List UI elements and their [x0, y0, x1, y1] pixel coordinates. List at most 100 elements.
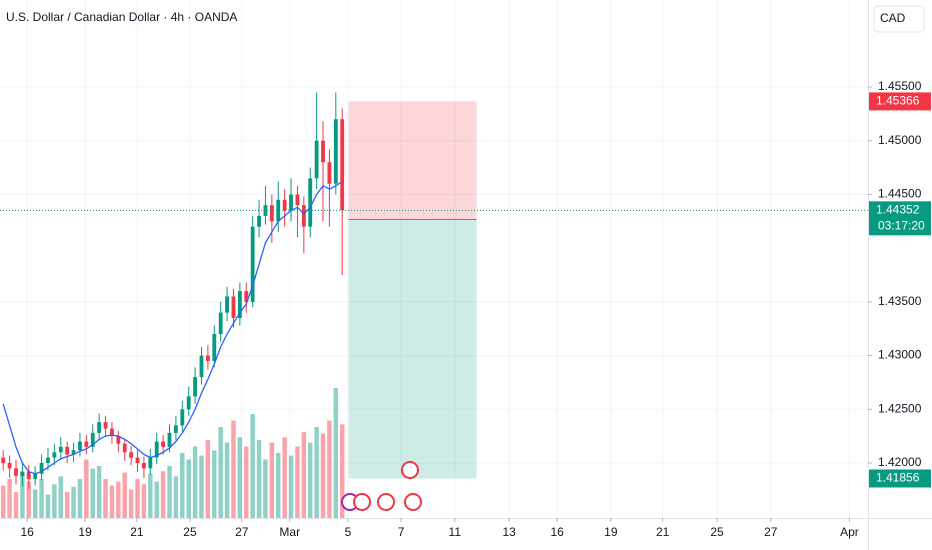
volume-bar — [231, 420, 236, 518]
y-tick-label: 1.42000 — [878, 455, 922, 469]
x-tick-label: 19 — [604, 525, 618, 539]
candle-body — [180, 409, 185, 426]
candle-body — [78, 441, 82, 451]
x-tick-label: 11 — [449, 525, 462, 539]
x-tick-label: Mar — [279, 525, 300, 539]
candle-body — [276, 199, 281, 222]
volume-bar — [7, 479, 12, 518]
candle-body — [71, 450, 76, 455]
last-price-badge — [869, 201, 931, 236]
candle-body — [225, 296, 229, 313]
volume-bar — [64, 492, 70, 518]
volume-bar — [301, 432, 307, 518]
candle-body — [295, 194, 300, 206]
y-tick-label: 1.43500 — [878, 294, 922, 308]
candle-body — [33, 473, 38, 480]
volume-bar — [295, 446, 300, 518]
volume-bar — [58, 476, 64, 518]
volume-bar — [333, 388, 339, 518]
candle-body — [327, 162, 332, 184]
candle-body — [84, 441, 89, 447]
volume-bar — [205, 440, 211, 518]
candle-body — [257, 215, 261, 227]
volume-bar — [96, 466, 102, 518]
y-tick-label: 1.44500 — [878, 187, 922, 201]
candle-body — [135, 457, 140, 463]
candle-body — [340, 119, 345, 211]
candle-body — [14, 468, 18, 476]
y-tick-label: 1.42500 — [878, 401, 922, 415]
volume-bar — [148, 473, 153, 518]
candle-body — [205, 355, 210, 361]
volume-bar — [32, 489, 38, 518]
volume-bar — [71, 486, 76, 518]
y-tick-label: 1.45000 — [878, 133, 922, 147]
candle-body — [167, 432, 172, 447]
volume-bar — [103, 479, 108, 518]
candle-body — [250, 226, 255, 302]
volume-bar — [192, 446, 198, 518]
x-tick-label: 25 — [710, 525, 724, 539]
volume-bar — [250, 414, 255, 518]
candle-body — [231, 296, 236, 318]
candle-body — [289, 194, 293, 211]
currency-button[interactable] — [873, 5, 925, 33]
volume-bar — [173, 476, 179, 518]
volume-bar — [276, 453, 281, 518]
countdown: 03:17:20 — [878, 219, 925, 233]
candle-body — [321, 140, 325, 163]
target-zone — [348, 219, 477, 479]
volume-bar — [77, 479, 83, 518]
x-tick-label: 19 — [78, 525, 92, 539]
volume-bar — [218, 427, 223, 518]
candle-body — [301, 205, 306, 227]
stop-zone — [348, 101, 477, 220]
x-tick-label: 21 — [656, 525, 670, 539]
currency-label[interactable]: CAD — [880, 11, 906, 25]
candle-body — [173, 425, 178, 433]
volume-bar — [39, 479, 44, 518]
volume-bar — [141, 484, 147, 518]
volume-bar — [237, 437, 243, 518]
volume-bar — [128, 489, 134, 518]
volume-bar — [212, 450, 217, 518]
target-price-label: 1.41856 — [876, 471, 920, 485]
candle-body — [193, 377, 198, 397]
x-tick-label: 7 — [398, 525, 405, 539]
candle-body — [218, 312, 223, 335]
y-tick-label: 1.43000 — [878, 348, 922, 362]
volume-bar — [186, 459, 191, 518]
candle-body — [129, 452, 134, 458]
candle-body — [58, 446, 63, 453]
candle-body — [263, 205, 268, 216]
candle-body — [244, 291, 249, 302]
axis: 1.45500 1.45000 1.44500 1.43500 1.43000 1.425… — [21, 79, 931, 539]
volume-bar — [224, 442, 230, 518]
candle-body — [122, 443, 127, 453]
volume-bar — [26, 481, 32, 518]
volume-bar — [263, 459, 268, 518]
volume-bar — [13, 492, 19, 518]
volume-bar — [339, 424, 345, 518]
candle-body — [269, 205, 274, 222]
volume-bar — [320, 433, 326, 518]
candle-body — [186, 396, 191, 410]
candle-body — [1, 457, 6, 463]
volume-bar — [314, 427, 319, 518]
volume-bar — [84, 459, 89, 518]
volume-bar — [20, 472, 25, 518]
target-price-badge — [869, 469, 931, 488]
candle-body — [103, 422, 108, 429]
candle-body — [110, 428, 114, 437]
candle-body — [46, 457, 50, 463]
volume-bar — [109, 485, 115, 518]
last-price-label: 1.44352 — [876, 203, 920, 217]
candle-body — [97, 422, 102, 433]
candle-body — [237, 291, 242, 318]
event-icons — [341, 461, 422, 511]
candle-body — [65, 446, 70, 455]
x-tick-label: 25 — [183, 525, 197, 539]
volume-bar — [269, 442, 275, 518]
candle-body — [20, 471, 25, 476]
volume-bar — [122, 472, 127, 518]
